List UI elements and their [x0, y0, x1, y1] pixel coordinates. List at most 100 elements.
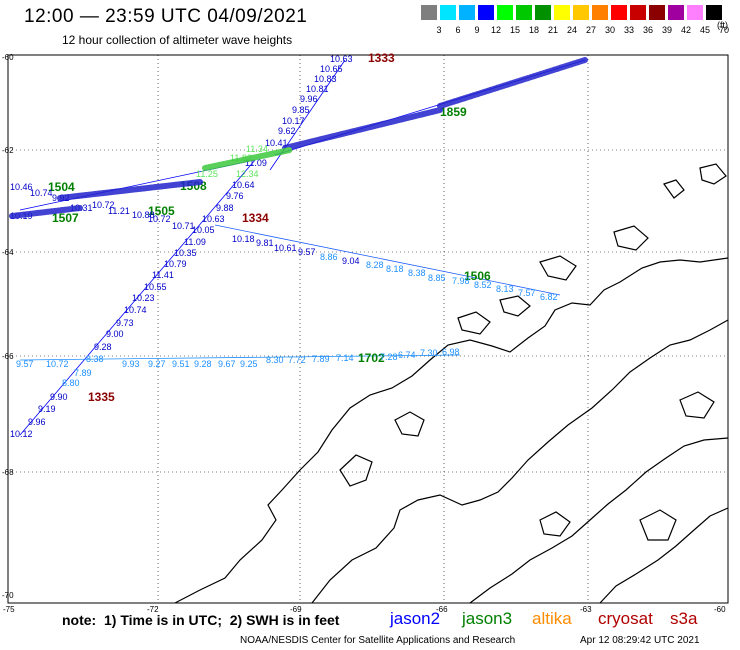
swh-value: 10.64 — [232, 180, 255, 190]
lon-label: -63 — [580, 605, 592, 614]
legend-swatch — [668, 5, 684, 20]
values-1333: 10.63 10.65 10.83 10.81 9.96 9.85 10.17 … — [245, 54, 353, 168]
footnote: note: 1) Time is in UTC; 2) SWH is in fe… — [62, 612, 340, 628]
swh-value: 10.41 — [265, 138, 288, 148]
swh-value: 9.76 — [226, 191, 244, 201]
swh-value: 10.63 — [330, 54, 353, 64]
swh-value: 12.34 — [236, 169, 259, 179]
legend-label: 9 — [474, 25, 480, 35]
swh-value: 9.73 — [116, 318, 134, 328]
swh-value: 11.21 — [108, 206, 130, 216]
swh-value: 9.25 — [240, 359, 258, 369]
swh-value: 10.46 — [10, 182, 33, 192]
satellite-legend-cryosat: cryosat — [598, 609, 653, 628]
lon-label: -69 — [290, 605, 302, 614]
legend-label: 39 — [661, 25, 672, 35]
swh-value: 10.72 — [148, 214, 171, 224]
lon-label: -60 — [714, 605, 726, 614]
legend-swatch — [630, 5, 646, 20]
swh-value: 9.88 — [216, 203, 234, 213]
legend-label: 12 — [490, 25, 501, 35]
swh-value: 11.41 — [152, 270, 174, 280]
legend-swatch — [554, 5, 570, 20]
swh-value: 10.23 — [132, 293, 155, 303]
page-title: 12:00 — 23:59 UTC 04/09/2021 — [24, 6, 308, 27]
swh-value: 9.28 — [94, 342, 112, 352]
timestamp: Apr 12 08:29:42 UTC 2021 — [580, 635, 700, 646]
track-label-1333: 1333 — [368, 51, 395, 65]
swh-value: 7.28 — [380, 352, 398, 362]
swh-value: 10.74 — [30, 188, 53, 198]
swh-value: 10.17 — [282, 116, 305, 126]
lat-label: -70 — [2, 591, 14, 600]
legend-label: 6 — [455, 25, 461, 35]
legend-unit: (ft) — [717, 20, 728, 30]
swh-value: 7.98 — [452, 276, 470, 286]
legend-swatch — [592, 5, 608, 20]
swh-value: 9.96 — [300, 94, 318, 104]
swh-value: 10.12 — [10, 429, 33, 439]
swh-value: 7.72 — [288, 355, 306, 365]
swh-value: 8.30 — [266, 355, 284, 365]
track-label-1505: 1505 — [148, 204, 175, 218]
swh-value: 10.74 — [124, 305, 147, 315]
track-label-1504: 1504 — [48, 180, 75, 194]
track-label-1335: 1335 — [88, 390, 115, 404]
legend-label: 18 — [528, 25, 539, 35]
legend-label: 45 — [699, 25, 710, 35]
legend-swatch — [497, 5, 513, 20]
lat-label: -68 — [2, 468, 14, 477]
swh-value: 8.13 — [496, 284, 514, 294]
lat-label: -62 — [2, 146, 14, 155]
legend-swatch — [459, 5, 475, 20]
track-label-1859: 1859 — [440, 105, 467, 119]
swh-value: 9.19 — [38, 404, 56, 414]
legend-label: 42 — [680, 25, 691, 35]
legend-swatch — [611, 5, 627, 20]
swh-value: 9.85 — [292, 105, 310, 115]
track-label-1507: 1507 — [52, 211, 79, 225]
legend-swatch — [478, 5, 494, 20]
legend-label: 30 — [604, 25, 615, 35]
swh-value: 10.18 — [232, 234, 255, 244]
swh-value: 8.80 — [62, 378, 80, 388]
lon-axis-labels: -75 -72 -69 -66 -63 -60 — [3, 605, 726, 614]
swh-value: 10.63 — [202, 214, 225, 224]
swh-value: 8.52 — [474, 280, 492, 290]
legend-swatch — [706, 5, 722, 20]
lon-label: -66 — [436, 605, 448, 614]
legend-label: 33 — [623, 25, 634, 35]
swh-value: 7.89 — [74, 368, 92, 378]
swh-value: 9.96 — [28, 417, 46, 427]
swh-value: 9.57 — [16, 359, 34, 369]
swh-value: 9.27 — [148, 359, 166, 369]
lat-label: -64 — [2, 248, 14, 257]
values-1506: 10.18 9.81 10.61 9.57 8.86 9.04 8.28 8.1… — [232, 234, 558, 302]
lat-label: -60 — [2, 53, 14, 62]
swh-value: 8.28 — [366, 260, 384, 270]
swh-value: 9.90 — [50, 392, 68, 402]
swh-value: 9.00 — [106, 329, 124, 339]
swh-value: 10.72 — [92, 200, 115, 210]
swh-value: 11.09 — [245, 158, 267, 168]
swh-value: 10.35 — [174, 248, 197, 258]
swh-value: 10.61 — [274, 243, 297, 253]
swh-value: 9.93 — [122, 359, 140, 369]
lon-label: -75 — [3, 605, 15, 614]
lat-axis-labels: -60 -62 -64 -66 -68 -70 — [2, 53, 14, 600]
satellite-legend-jason2: jason2 — [390, 609, 441, 628]
satellite-legend-altika: altika — [532, 609, 572, 628]
swh-value: 10.72 — [46, 359, 69, 369]
lon-label: -72 — [147, 605, 159, 614]
legend-swatch — [649, 5, 665, 20]
swh-value: 8.86 — [320, 252, 338, 262]
swh-value: 8.18 — [386, 264, 404, 274]
credit-line: NOAA/NESDIS Center for Satellite Applica… — [240, 635, 516, 646]
swh-value: 9.62 — [278, 126, 296, 136]
legend-swatch — [573, 5, 589, 20]
legend-label: 27 — [585, 25, 596, 35]
swh-value: 7.30 — [420, 348, 438, 358]
swh-value: 10.05 — [192, 225, 215, 235]
swh-value: 9.28 — [194, 359, 212, 369]
